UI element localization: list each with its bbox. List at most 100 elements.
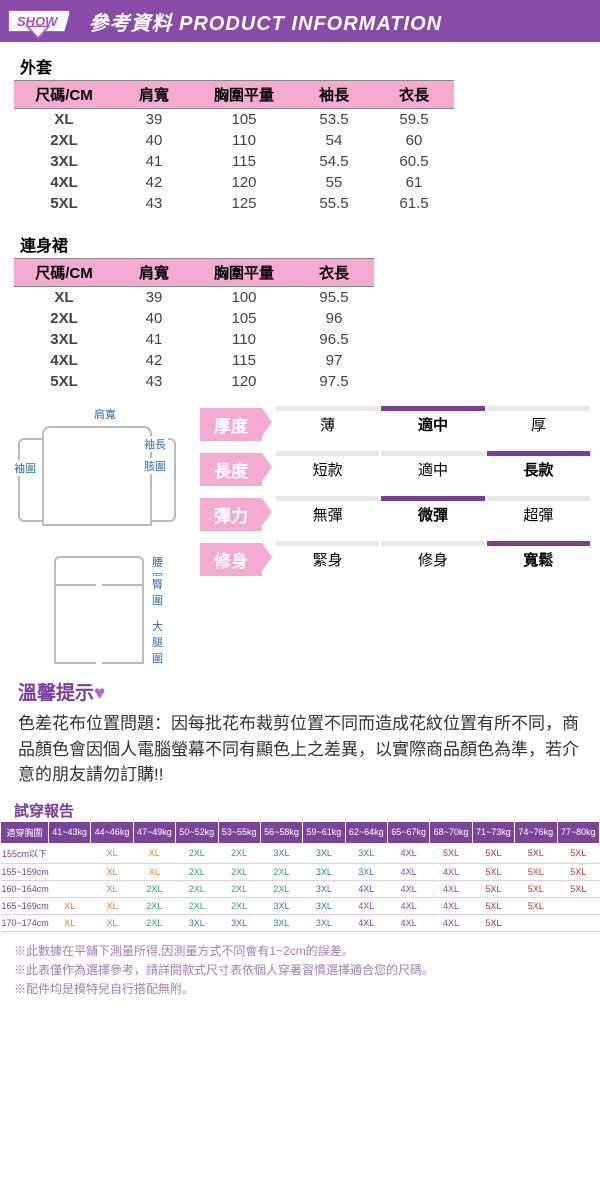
fit-cell: 2XL: [133, 880, 175, 897]
fit-cell: 5XL: [472, 897, 514, 914]
footnotes: ※此數據在平鋪下測量所得,因測量方式不同會有1~2cm的誤差。※此表僅作為選擇參…: [0, 932, 600, 1014]
fit-cell: 2XL: [176, 897, 218, 914]
fit-cell: 2XL: [218, 863, 260, 880]
table-row: 4XL421205561: [14, 172, 454, 193]
jacket-diagram: 肩寬 袖長 袖圍 胲圍: [14, 408, 194, 548]
label-shoulder: 肩寬: [92, 406, 118, 422]
fit-cell: XL: [91, 880, 133, 897]
table-header: 衣長: [374, 81, 454, 109]
attr-label: 修身: [200, 543, 262, 576]
table-cell: 4XL: [14, 172, 114, 193]
fit-header: 77~80kg: [557, 821, 600, 843]
attr-options: 無彈微彈超彈: [276, 502, 590, 527]
table-cell: 2XL: [14, 308, 114, 329]
fit-cell: 5XL: [557, 863, 600, 880]
table-cell: 60.5: [374, 151, 454, 172]
fit-cell: XL: [49, 897, 91, 914]
fit-cell: 2XL: [176, 880, 218, 897]
fit-cell: [49, 863, 91, 880]
footnote: ※此數據在平鋪下測量所得,因測量方式不同會有1~2cm的誤差。: [14, 942, 586, 961]
table-row: 5XL4312097.5: [14, 371, 374, 392]
fit-header: 65~67kg: [388, 821, 430, 843]
label-armhole: 胲圍: [142, 458, 168, 474]
fit-cell: 2XL: [176, 843, 218, 863]
table-cell: 55: [294, 172, 374, 193]
fit-cell: 5XL: [557, 843, 600, 863]
table-cell: 2XL: [14, 130, 114, 151]
tip-title-text: 溫馨提示: [18, 683, 94, 704]
fit-cell: [557, 914, 600, 931]
attr-option: 緊身: [276, 547, 379, 572]
fit-cell: 3XL: [345, 843, 387, 863]
table-cell: 115: [194, 350, 294, 371]
table-cell: 105: [194, 109, 294, 131]
table-row: 2XL4010596: [14, 308, 374, 329]
table-cell: 54: [294, 130, 374, 151]
table-cell: 4XL: [14, 350, 114, 371]
fit-cell: XL: [49, 914, 91, 931]
fit-cell: 3XL: [303, 897, 345, 914]
fit-height: 155~159cm: [1, 863, 49, 880]
table-caption: 連身裙: [14, 228, 374, 258]
fit-corner: 適穿胸圍: [1, 821, 49, 843]
attr-option: 薄: [276, 412, 379, 437]
header-title-cn: 參考資料: [88, 13, 172, 35]
table-cell: 105: [194, 308, 294, 329]
attr-label: 厚度: [200, 408, 262, 441]
fit-cell: 2XL: [260, 880, 302, 897]
table-row: XL3910553.559.5: [14, 109, 454, 131]
label-hip: 臀圍: [150, 576, 165, 608]
fit-cell: XL: [133, 843, 175, 863]
fit-row: 155~159cmXLXL2XL2XL2XL3XL3XL4XL4XL5XL5XL…: [1, 863, 600, 880]
tip-section: 溫馨提示♥ 色差花布位置問題：因每批花布裁剪位置不同而造成花紋位置有所不同，商品…: [0, 666, 600, 794]
header-title-en: PRODUCT INFORMATION: [179, 13, 442, 35]
fit-header: 74~76kg: [515, 821, 557, 843]
fit-cell: 3XL: [260, 914, 302, 931]
fit-header-row: 適穿胸圍41~43kg44~46kg47~49kg50~52kg53~55kg5…: [1, 821, 600, 843]
diagram-column: 肩寬 袖長 袖圍 胲圍 腰圍 臀圍 大腿圍: [0, 402, 200, 666]
tip-text: 色差花布位置問題：因每批花布裁剪位置不同而造成花紋位置有所不同，商品顏色會因個人…: [18, 711, 582, 788]
table-cell: 39: [114, 109, 194, 131]
table-cell: 43: [114, 371, 194, 392]
fit-cell: 2XL: [260, 863, 302, 880]
table-header: 胸圍平量: [194, 259, 294, 287]
fit-cell: 2XL: [133, 897, 175, 914]
fit-cell: 2XL: [133, 914, 175, 931]
fit-cell: XL: [91, 863, 133, 880]
attr-option: 微彈: [381, 502, 484, 527]
label-thigh: 大腿圍: [150, 618, 165, 666]
fit-header: 44~46kg: [91, 821, 133, 843]
table-row: 4XL4211597: [14, 350, 374, 371]
fit-cell: 3XL: [260, 843, 302, 863]
fit-cell: 5XL: [515, 843, 557, 863]
table-row: 2XL401105460: [14, 130, 454, 151]
table-row: 3XL4111096.5: [14, 329, 374, 350]
table-cell: 97.5: [294, 371, 374, 392]
table-cell: 110: [194, 130, 294, 151]
table-header: 肩寬: [114, 81, 194, 109]
fit-header: 50~52kg: [176, 821, 218, 843]
fit-row: 165~169cmXLXL2XL2XL2XL3XL3XL4XL4XL4XL5XL…: [1, 897, 600, 914]
table-cell: 39: [114, 287, 194, 309]
attr-option: 修身: [381, 547, 484, 572]
fit-cell: 3XL: [176, 914, 218, 931]
table-cell: 53.5: [294, 109, 374, 131]
fit-cell: 5XL: [472, 914, 514, 931]
fit-report-table: 適穿胸圍41~43kg44~46kg47~49kg50~52kg53~55kg5…: [0, 821, 600, 932]
fit-cell: 2XL: [218, 880, 260, 897]
table-header-row: 尺碼/CM肩寬胸圍平量衣長: [14, 259, 374, 287]
fit-header: 71~73kg: [472, 821, 514, 843]
fit-cell: 4XL: [430, 880, 472, 897]
attr-option: 寬鬆: [487, 547, 590, 572]
footnote: ※配件均是模特兒自行搭配無附。: [14, 980, 586, 999]
table-cell: 3XL: [14, 151, 114, 172]
fit-cell: 4XL: [388, 914, 430, 931]
fit-cell: 5XL: [515, 863, 557, 880]
label-sleeve: 袖長: [142, 436, 168, 452]
tip-title: 溫馨提示♥: [18, 678, 582, 705]
attribute-list: 厚度薄適中厚長度短款適中長款彈力無彈微彈超彈修身緊身修身寬鬆: [200, 402, 600, 666]
fit-cell: 4XL: [388, 863, 430, 880]
attr-options: 薄適中厚: [276, 412, 590, 437]
fit-cell: 2XL: [218, 843, 260, 863]
table-cell: XL: [14, 287, 114, 309]
